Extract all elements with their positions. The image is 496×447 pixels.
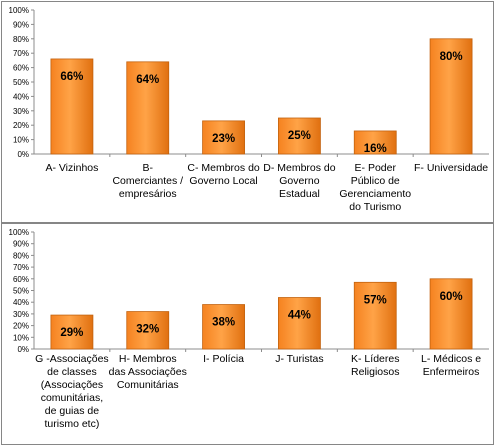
y-tick-label: 60%: [13, 64, 29, 73]
chart-panel-bottom: 0% 10% 20% 30% 40% 50% 60% 70% 80% 90% 100% 29% G -A…: [1, 223, 494, 445]
data-label: 32%: [136, 324, 159, 336]
data-label: 64%: [136, 74, 159, 86]
category-label: C- Membros do Governo Local: [187, 162, 260, 187]
chart-panel-top: 0% 10% 20% 30% 40% 50% 60% 70% 80% 90% 100% 66% A- V…: [1, 1, 494, 223]
y-tick-label: 50%: [13, 287, 29, 296]
bar: [126, 311, 170, 350]
bar-chart-top: 0% 10% 20% 30% 40% 50% 60% 70% 80% 90% 100% 66% A- V…: [9, 6, 489, 213]
y-tick-label: 20%: [13, 322, 29, 331]
data-label: 23%: [212, 133, 235, 145]
bar: [202, 304, 245, 350]
y-tick-label: 70%: [13, 49, 29, 58]
category-label: A- Vizinhos: [45, 162, 98, 174]
y-tick-label: 10%: [13, 136, 29, 145]
y-tick-label: 50%: [13, 78, 29, 87]
category-label: L- Médicos e Enfermeiros: [421, 353, 481, 378]
category-label: I- Polícia: [203, 353, 244, 365]
data-label: 44%: [288, 310, 311, 322]
bar: [353, 281, 397, 350]
bar-chart-bottom: 0% 10% 20% 30% 40% 50% 60% 70% 80% 90% 100% 29% G -A…: [9, 228, 489, 430]
y-tick-label: 30%: [13, 107, 29, 116]
data-label: 38%: [212, 317, 235, 329]
category-label: F- Universidade: [414, 162, 488, 174]
y-tick-label: 10%: [13, 333, 29, 342]
category-label: B-Comerciantes / empresários: [112, 162, 183, 200]
y-tick-label: 0%: [17, 150, 29, 159]
data-label: 29%: [60, 327, 83, 339]
y-tick-label: 20%: [13, 121, 29, 130]
bar: [50, 58, 94, 155]
data-label: 16%: [364, 143, 387, 155]
bar: [50, 314, 94, 350]
y-tick-label: 80%: [13, 251, 29, 260]
y-tick-label: 30%: [13, 310, 29, 319]
y-tick-label: 60%: [13, 275, 29, 284]
y-tick-label: 80%: [13, 35, 29, 44]
y-tick-label: 40%: [13, 298, 29, 307]
y-tick-label: 100%: [9, 6, 29, 15]
y-tick-label: 90%: [13, 20, 29, 29]
bar: [429, 38, 473, 155]
y-tick-label: 40%: [13, 92, 29, 101]
bar: [202, 120, 245, 155]
category-label: K- Líderes Religiosos: [351, 353, 399, 378]
category-label: E- Poder Público de Gerenciamento do Turism…: [339, 162, 411, 213]
y-tick-label: 70%: [13, 263, 29, 272]
category-label: D- Membros do Governo Estadual: [263, 162, 336, 200]
data-label: 80%: [440, 51, 463, 63]
y-tick-label: 90%: [13, 240, 29, 249]
data-label: 60%: [440, 291, 463, 303]
bar: [126, 61, 170, 155]
category-label: G -Associações de classes (Associações comu…: [35, 353, 109, 430]
y-tick-label: 0%: [17, 345, 29, 354]
data-label: 25%: [288, 130, 311, 142]
category-label: H- Membros das Associações Comunitárias: [109, 353, 187, 391]
bar: [278, 117, 321, 155]
bar: [429, 278, 473, 350]
category-label: J- Turistas: [275, 353, 323, 365]
data-label: 57%: [364, 294, 387, 306]
bar: [353, 130, 397, 155]
bar: [278, 297, 321, 350]
data-label: 66%: [60, 71, 83, 83]
y-tick-label: 100%: [9, 228, 29, 237]
